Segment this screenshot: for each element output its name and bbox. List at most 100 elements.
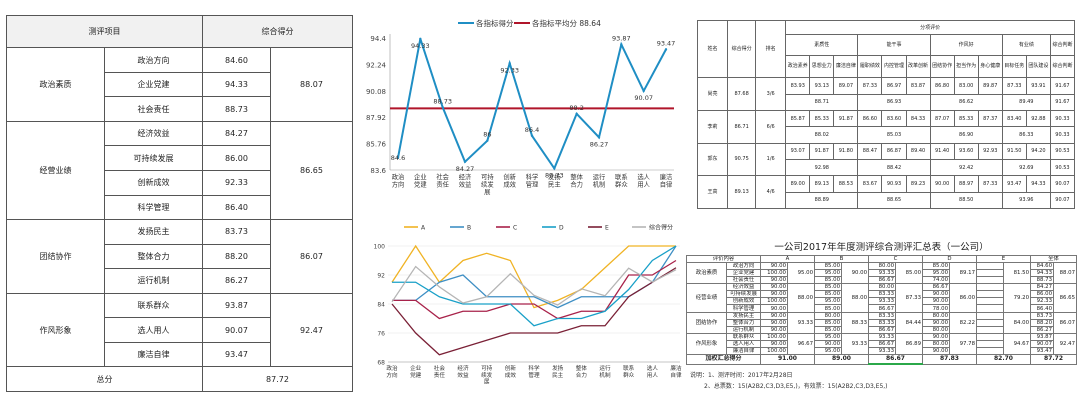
item-name: 联系群众 (104, 292, 203, 319)
x-category-label: 运行机制 (599, 364, 611, 379)
row-subtotal: 93.96 (1001, 191, 1051, 210)
item-score: 93.87 (202, 292, 271, 319)
sum-value: 82.70 (976, 354, 1031, 365)
item-value (976, 276, 1004, 285)
group-total: 86.65 (1052, 283, 1078, 313)
comparison-line-chart: A B C D E 综合得分 100 92 84 76 68政治方向企业党建社会责任经济效益可持续发… (374, 224, 682, 386)
y-tick-label: 84 (377, 302, 385, 309)
score-table: 测评项目 综合得分 政治素质 政治方向 84.60 88.07 企业党建 94.3… (6, 14, 353, 392)
item-value: 90.00 (760, 340, 788, 349)
group-name: 经营业绩 (6, 120, 105, 221)
item-value: 90.00 (760, 311, 788, 320)
group-total: 86.07 (270, 219, 353, 294)
x-category-label: 联系群众 (623, 364, 635, 379)
row-subtotal: 86.62 (929, 93, 1003, 111)
item-overall: 88.73 (1030, 276, 1054, 285)
group-name: 政治素质 (6, 47, 105, 122)
score-point (463, 160, 467, 164)
row-value: 92.88 (1025, 109, 1051, 128)
row-value: 94.20 (1025, 142, 1051, 160)
x-category-label: 经济效益 (457, 364, 469, 379)
h-col: E (976, 254, 1031, 263)
group-total: 88.07 (1052, 261, 1078, 285)
group-total: 97.78 (949, 332, 977, 356)
group-total: 93.33 (841, 332, 869, 356)
item-value: 86.67 (868, 325, 896, 334)
y-tick-label: 87.92 (366, 114, 386, 122)
row-score: 87.68 (727, 77, 757, 111)
row-value: 87.33 (857, 77, 883, 95)
h-col: 改革创新 (905, 54, 931, 79)
item-value: 83.33 (868, 311, 896, 320)
row-value: 83.00 (953, 77, 979, 95)
header-item: 测评项目 (6, 14, 203, 49)
group-total: 81.50 (1003, 261, 1031, 285)
item-name: 廉洁自律 (104, 341, 203, 368)
company-table-title: 一公司2017年年度测评综合测评汇总表（一公司） (774, 242, 989, 254)
item-value: 93.33 (868, 268, 896, 278)
score-point (419, 37, 422, 41)
note-votes: 2、总票数：15(A2B2,C3,D3,E5,)，有效票：15(A2B2,C3,… (704, 383, 888, 390)
score-data-label: 93.47 (657, 39, 676, 47)
row-subtotal: 88.89 (785, 191, 859, 210)
sum-value: 86.67 (868, 354, 923, 366)
item-overall: 93.47 (1030, 347, 1054, 356)
item-score: 86.40 (202, 194, 271, 221)
item-value: 86.67 (868, 276, 896, 285)
h-name: 姓名 (696, 19, 729, 79)
item-overall: 92.33 (1030, 297, 1054, 306)
score-point (553, 167, 556, 170)
sum-label: 加权汇总得分 (686, 354, 761, 365)
row-value: 91.80 (833, 142, 859, 160)
row-value: 84.33 (905, 109, 931, 128)
item-name: 发扬民主 (726, 311, 761, 320)
row-value: 83.67 (857, 175, 883, 193)
item-overall: 94.33 (1030, 268, 1054, 278)
row-subtotal: 86.93 (857, 93, 931, 111)
item-name: 可持续发展 (104, 145, 203, 172)
row-score: 86.71 (727, 109, 757, 144)
row-value: 92.93 (977, 142, 1003, 160)
group-total: 88.00 (841, 283, 869, 313)
h-score: 综合得分 (727, 19, 757, 79)
row-subtotal: 86.90 (929, 126, 1003, 144)
item-name: 发扬民主 (104, 219, 203, 245)
item-overall: 83.73 (1030, 311, 1054, 320)
row-rank: 3/6 (755, 77, 787, 111)
item-value: 90.00 (814, 340, 842, 349)
sum-value: 91.00 (760, 354, 815, 365)
legend-label: B (467, 225, 471, 232)
h-group: 分项评价 (785, 19, 1075, 36)
y-tick-label: 68 (377, 360, 385, 367)
score-data-label: 92.33 (500, 66, 519, 74)
score-data-label: 88.73 (433, 97, 452, 105)
row-subtotal: 88.02 (785, 126, 859, 144)
row-value: 89.13 (809, 175, 835, 193)
group-name: 团结协作 (6, 219, 105, 294)
item-value: 90.00 (760, 283, 788, 292)
series-line-d (392, 245, 677, 327)
score-point (530, 134, 534, 137)
score-data-label: 94.33 (411, 42, 430, 50)
h-col: B (814, 254, 869, 263)
row-subtotal: 85.03 (857, 126, 931, 144)
h-sub: 有业绩 (1001, 34, 1051, 56)
group-total: 92.47 (1052, 332, 1078, 356)
x-category-label: 廉洁自律 (670, 364, 682, 379)
sum-value: 87.83 (922, 354, 977, 365)
item-value: 90.00 (760, 304, 788, 313)
item-value: 80.00 (814, 311, 842, 320)
item-value (976, 290, 1004, 299)
item-value: 85.00 (814, 276, 842, 285)
item-value: 74.00 (922, 276, 950, 285)
item-name: 科学管理 (726, 304, 761, 313)
x-category-label: 可持续发展 (481, 364, 493, 386)
row-value: 83.93 (785, 77, 811, 95)
h-col: 目标任务 (1001, 54, 1027, 79)
item-overall: 90.07 (1030, 340, 1054, 349)
item-score: 86.27 (202, 268, 271, 294)
group-total: 96.67 (787, 332, 815, 356)
score-data-label: 86.27 (590, 140, 609, 148)
x-category-label: 廉洁自律 (660, 172, 673, 189)
legend-label: A (421, 225, 426, 232)
